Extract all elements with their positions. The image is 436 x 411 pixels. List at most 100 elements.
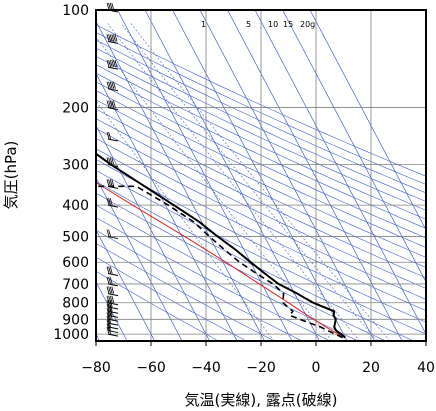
wind-barb-flag bbox=[106, 2, 110, 11]
isotherm-line bbox=[96, 20, 265, 341]
mixing-ratio-line bbox=[107, 23, 361, 341]
dry-adiabat-line bbox=[96, 192, 387, 341]
wind-barb-staff bbox=[107, 306, 119, 310]
wind-barb-flag bbox=[106, 81, 110, 89]
wind-barb-staff bbox=[107, 283, 119, 287]
wind-barb-staff bbox=[107, 138, 119, 142]
wind-barb-flag bbox=[109, 81, 113, 89]
dry-adiabat-line bbox=[96, 99, 426, 258]
wind-barb-flag bbox=[109, 198, 113, 206]
wind-barb bbox=[106, 34, 119, 44]
dry-adiabat-line bbox=[96, 81, 426, 239]
mixing-ratio-labels: 1 5 10 15 20g bbox=[201, 20, 315, 29]
wind-barb-flag bbox=[111, 34, 115, 42]
wind-barb-flag bbox=[108, 286, 111, 294]
isotherm-line bbox=[96, 177, 183, 341]
wind-barb bbox=[106, 131, 119, 142]
dry-adiabat-line bbox=[96, 270, 219, 341]
dry-adiabat-line bbox=[96, 138, 426, 300]
wind-barb-flag bbox=[113, 34, 116, 42]
wind-barb-staff bbox=[107, 293, 119, 297]
wind-barb-flag bbox=[108, 157, 111, 165]
wind-barb-staff bbox=[107, 333, 119, 337]
wind-barb-flag bbox=[106, 295, 110, 303]
wind-barb-flag bbox=[109, 157, 113, 165]
wind-barb-staff bbox=[107, 302, 119, 306]
wind-barb-flag bbox=[106, 276, 110, 285]
mixing-ratio-label: 10 bbox=[268, 20, 278, 29]
wind-barb-flag bbox=[108, 81, 111, 89]
wind-barb-flag bbox=[111, 2, 115, 11]
isotherm-line bbox=[227, 10, 403, 341]
dry-adiabat-line bbox=[96, 90, 426, 248]
wind-barb-flag bbox=[108, 100, 111, 108]
wind-barb-flag bbox=[108, 229, 111, 237]
isotherm-line bbox=[309, 10, 426, 231]
wind-barb bbox=[106, 179, 119, 189]
wind-barb-flag bbox=[108, 295, 111, 303]
dry-adiabat-line bbox=[96, 148, 426, 312]
y-tick-label: 1000 bbox=[53, 327, 89, 343]
dry-adiabat-line bbox=[96, 204, 359, 341]
x-tick-label: −40 bbox=[191, 360, 221, 376]
wind-barb-flag bbox=[114, 59, 118, 68]
x-tick-label: 20 bbox=[362, 360, 380, 376]
wind-barb-flag bbox=[106, 131, 110, 140]
wind-barb bbox=[106, 266, 119, 276]
wind-barb-staff bbox=[107, 330, 119, 334]
background-lines bbox=[96, 10, 426, 341]
x-tick-label: 0 bbox=[312, 360, 321, 376]
wind-barb-flag bbox=[111, 157, 115, 165]
wind-barb bbox=[106, 295, 119, 306]
wind-barb-staff bbox=[107, 66, 119, 70]
isotherm-line bbox=[96, 72, 238, 341]
wind-barb-staff bbox=[107, 236, 119, 240]
wind-barb-flag bbox=[108, 266, 111, 274]
y-axis-label: 気圧(hPa) bbox=[2, 141, 20, 210]
mixing-ratio-label: 1 bbox=[201, 20, 206, 29]
y-tick-label: 400 bbox=[62, 198, 89, 214]
wind-barb-flag bbox=[109, 34, 113, 42]
wind-barb-flag bbox=[106, 286, 110, 294]
wind-barb-staff bbox=[107, 185, 119, 189]
x-tick-label: −60 bbox=[136, 360, 166, 376]
wind-barb bbox=[106, 229, 119, 240]
wind-barb-flag bbox=[108, 131, 111, 140]
temperature-curve bbox=[96, 152, 346, 339]
dry-adiabat-line bbox=[96, 118, 426, 279]
y-tick-label: 300 bbox=[62, 158, 89, 174]
y-tick-label: 900 bbox=[62, 312, 89, 328]
isotherm-line bbox=[96, 229, 155, 341]
wind-barb-flag bbox=[106, 100, 110, 108]
plot-frame bbox=[95, 9, 427, 342]
wind-barb-staff bbox=[107, 204, 119, 208]
x-tick-label: 40 bbox=[417, 360, 435, 376]
wind-barb-flag bbox=[108, 59, 111, 68]
y-tick-label: 700 bbox=[62, 277, 89, 293]
wind-barb bbox=[106, 157, 119, 168]
wind-barb-staff bbox=[107, 322, 119, 326]
y-tick-label: 600 bbox=[62, 255, 89, 271]
wind-barb-flag bbox=[106, 179, 110, 187]
wind-barb-flag bbox=[109, 295, 113, 303]
dewpoint-curve bbox=[96, 185, 343, 339]
dry-adiabat-line bbox=[96, 24, 426, 177]
dry-adiabat-line bbox=[96, 64, 426, 220]
dry-adiabat-line bbox=[96, 128, 426, 289]
isotherm-line bbox=[96, 281, 128, 341]
dry-adiabat-line bbox=[96, 181, 414, 341]
mixing-ratio-line bbox=[96, 100, 275, 341]
wind-barb-flag bbox=[111, 81, 115, 89]
dry-adiabat-line bbox=[96, 32, 426, 185]
dry-adiabat-line bbox=[96, 217, 331, 341]
mixing-ratio-label: 15 bbox=[283, 20, 293, 29]
wind-barb-flag bbox=[108, 198, 111, 206]
wind-barb-flag bbox=[106, 229, 110, 237]
wind-barb-flag bbox=[109, 179, 113, 187]
x-tick-labels: −80 −60 −40 −20 0 20 40 bbox=[81, 360, 435, 376]
mixing-ratio-line bbox=[96, 36, 333, 341]
x-tick-label: −20 bbox=[246, 360, 276, 376]
y-tick-label: 100 bbox=[62, 3, 89, 19]
wind-barb-staff bbox=[107, 88, 119, 92]
